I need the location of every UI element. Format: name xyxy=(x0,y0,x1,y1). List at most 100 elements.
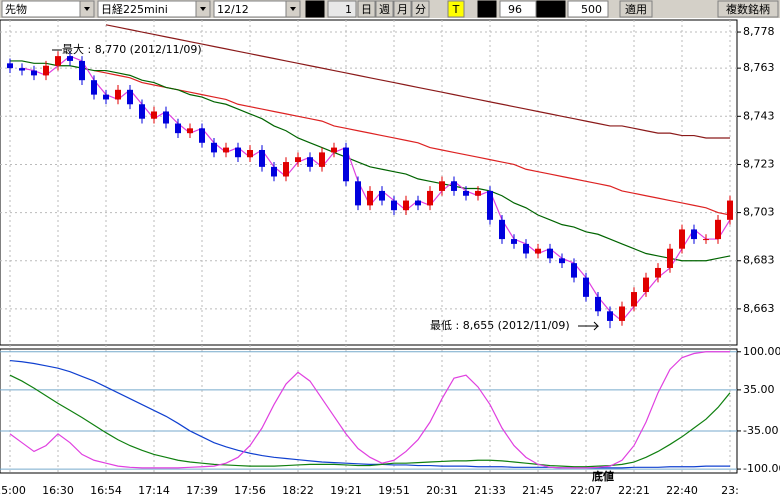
interval-input-box[interactable] xyxy=(327,0,357,18)
t-label: T xyxy=(483,3,491,16)
candle-body xyxy=(43,65,49,76)
candle-body xyxy=(223,147,229,153)
candle-body xyxy=(187,128,193,134)
candle-body xyxy=(79,60,85,81)
min-annotation: 最低 : 8,655 (2012/11/09) xyxy=(430,319,570,332)
y-tick-label: 8,723 xyxy=(743,157,775,170)
candle-body xyxy=(487,190,493,220)
candle-body xyxy=(511,239,517,244)
market-select: 先物 xyxy=(5,2,27,16)
candle-body xyxy=(235,147,241,158)
candle-body xyxy=(619,306,625,321)
x-tick-label: 19:51 xyxy=(378,484,410,497)
x-tick-label: 23: xyxy=(721,484,739,497)
bars-input: 500 xyxy=(581,3,602,16)
candle-body xyxy=(67,56,73,61)
candle-body xyxy=(319,152,325,167)
count-label: 本数 xyxy=(540,2,562,16)
apply-button-box[interactable] xyxy=(619,0,653,18)
min-arrow xyxy=(578,321,600,331)
candle-body xyxy=(175,123,181,134)
toolbar-controls: 先物 日経225mini 12/12 足 1 日週月分 T T 96 本数 500 適用 複数銘柄 xyxy=(1,0,779,18)
t-label-box xyxy=(477,0,497,18)
x-tick-label: 21:33 xyxy=(474,484,506,497)
symbol-select: 日経225mini xyxy=(101,3,168,16)
candle-body xyxy=(499,219,505,240)
candle-body xyxy=(715,219,721,240)
x-tick-label: 17:14 xyxy=(138,484,170,497)
y-tick-label: 8,663 xyxy=(743,302,775,315)
multi-button-box[interactable] xyxy=(717,0,779,18)
x-tick-label: 16:54 xyxy=(90,484,122,497)
candle-body xyxy=(643,277,649,293)
candle-body xyxy=(283,162,289,177)
candle-body xyxy=(355,181,361,206)
candle-body xyxy=(151,111,157,119)
candle-body xyxy=(631,292,637,307)
period-button-box[interactable] xyxy=(393,0,412,18)
apply-button: 適用 xyxy=(625,2,647,16)
candle-body xyxy=(535,248,541,254)
period-button-box[interactable] xyxy=(357,0,376,18)
period-button-box[interactable] xyxy=(375,0,394,18)
candle-body xyxy=(115,89,121,100)
interval-input: 1 xyxy=(345,3,352,16)
candle-body xyxy=(523,243,529,254)
candle-body xyxy=(271,166,277,177)
x-tick-label: 22:21 xyxy=(618,484,650,497)
period-button: 週 xyxy=(379,3,390,16)
y-tick-label: 8,778 xyxy=(743,25,775,38)
candle-body xyxy=(463,190,469,196)
moving-average xyxy=(10,60,731,262)
foot-label-box xyxy=(305,0,325,18)
candle-body xyxy=(19,68,25,71)
candle-body xyxy=(703,239,709,241)
candle-body xyxy=(391,200,397,211)
t-button-box[interactable] xyxy=(447,0,465,18)
candle-body xyxy=(91,80,97,95)
candle-body xyxy=(607,311,613,321)
candle-body xyxy=(367,190,373,206)
candle-body xyxy=(343,147,349,182)
candle-body xyxy=(139,104,145,119)
candle-body xyxy=(691,229,697,240)
x-tick-label: 19:21 xyxy=(330,484,362,497)
candle-body xyxy=(571,263,577,278)
candle-body xyxy=(655,267,661,278)
x-tick-label: 20:31 xyxy=(426,484,458,497)
y-tick-label: -35.00 xyxy=(743,424,778,437)
x-tick-label: 21:45 xyxy=(522,484,554,497)
dropdown-arrow xyxy=(84,7,90,11)
bars-input-box[interactable] xyxy=(567,0,609,18)
x-tick-label: 16:30 xyxy=(42,484,74,497)
period-button-box[interactable] xyxy=(411,0,430,18)
candle-body xyxy=(55,56,61,66)
price-panel xyxy=(0,19,738,346)
oscillator-line xyxy=(9,359,730,469)
count-label-box xyxy=(536,0,566,18)
candle-body xyxy=(679,229,685,249)
candle-body xyxy=(403,200,409,211)
candle-body xyxy=(379,190,385,201)
candle-body xyxy=(475,190,481,196)
candle-body xyxy=(295,157,301,163)
y-tick-label: 8,763 xyxy=(743,61,775,74)
candle-body xyxy=(259,150,265,167)
candle-body xyxy=(31,70,37,76)
candle-body xyxy=(559,258,565,264)
x-tick-label: 22:07 xyxy=(570,484,602,497)
count-input-box[interactable] xyxy=(499,0,537,18)
y-tick-label: 35.00 xyxy=(743,383,775,396)
foot-label: 足 xyxy=(310,3,321,16)
bottom-annotation: 底値 xyxy=(592,469,614,483)
moving-average xyxy=(93,69,731,216)
y-tick-label: 8,743 xyxy=(743,109,775,122)
x-tick-label: 17:39 xyxy=(186,484,218,497)
candle-body xyxy=(727,200,733,220)
t-button: T xyxy=(452,3,460,16)
contract-select: 12/12 xyxy=(217,3,249,16)
candle-body xyxy=(451,181,457,191)
x-tick-label: 18:22 xyxy=(282,484,314,497)
candle-body xyxy=(331,147,337,153)
